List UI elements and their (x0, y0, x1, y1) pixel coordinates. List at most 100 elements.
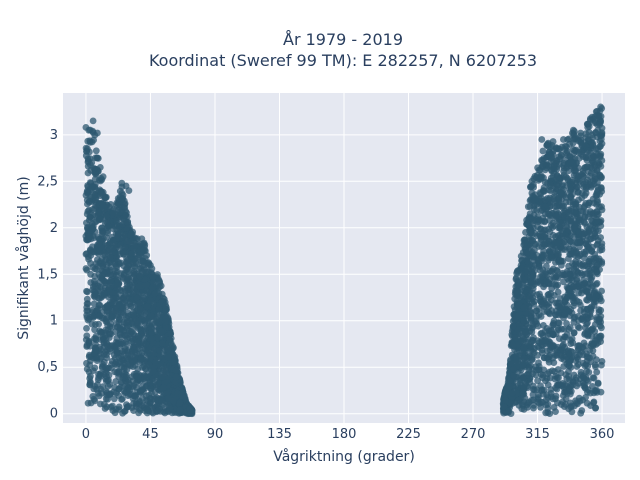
data-point (588, 217, 595, 225)
data-point (84, 169, 92, 177)
data-point (590, 265, 598, 273)
data-point (544, 381, 552, 389)
data-point (118, 189, 126, 197)
data-point (158, 340, 166, 347)
data-point (123, 354, 131, 362)
data-point (167, 330, 175, 337)
data-point (176, 399, 184, 407)
data-point (566, 238, 574, 246)
data-point (547, 174, 555, 182)
data-point (144, 407, 152, 414)
data-point (570, 233, 578, 241)
data-point (535, 216, 543, 224)
data-point (542, 270, 549, 278)
x-tick-label: 270 (461, 427, 486, 442)
data-point (578, 141, 586, 149)
data-point (97, 372, 104, 380)
data-point (555, 319, 563, 327)
data-point (152, 358, 159, 366)
data-point (595, 112, 603, 120)
data-point (103, 369, 110, 377)
data-point (518, 256, 526, 264)
data-point (162, 302, 170, 309)
data-point (86, 351, 93, 359)
data-point (91, 347, 99, 355)
data-point (547, 187, 554, 195)
data-point (539, 147, 547, 155)
data-point (524, 219, 531, 227)
data-point (143, 303, 151, 310)
data-point (577, 375, 584, 383)
data-point (86, 381, 94, 389)
data-point (567, 158, 575, 166)
data-point (133, 294, 141, 302)
data-point (97, 400, 104, 408)
data-point (595, 306, 603, 314)
data-point (588, 248, 596, 256)
data-point (136, 272, 144, 280)
data-point (108, 364, 115, 372)
data-point (123, 366, 131, 373)
data-point (124, 379, 132, 386)
data-point (89, 225, 97, 233)
data-point (537, 403, 544, 411)
data-point (151, 290, 159, 297)
data-point (91, 364, 99, 372)
data-point (573, 183, 581, 191)
data-point (94, 129, 101, 137)
data-point (593, 190, 601, 198)
data-point (153, 334, 161, 342)
data-point (581, 381, 588, 388)
data-point (120, 299, 128, 307)
data-point (511, 290, 519, 298)
data-point (141, 309, 149, 317)
data-point (520, 317, 528, 324)
data-point (111, 267, 119, 275)
data-point (594, 240, 602, 248)
data-point (529, 382, 537, 390)
data-point (121, 244, 129, 251)
data-point (578, 207, 585, 215)
data-point (569, 198, 577, 206)
data-point (130, 311, 137, 319)
data-point (580, 339, 588, 347)
data-point (153, 315, 161, 323)
data-point (96, 215, 103, 223)
data-point (537, 237, 545, 245)
data-point (557, 189, 565, 197)
data-point (112, 347, 120, 355)
data-point (98, 230, 106, 238)
data-point (520, 241, 528, 249)
data-point (142, 281, 150, 289)
data-point (558, 246, 566, 253)
data-point (518, 400, 526, 408)
data-point (545, 162, 552, 170)
data-point (145, 361, 153, 369)
data-point (511, 316, 519, 324)
data-point (112, 378, 120, 385)
data-point (86, 138, 94, 146)
data-point (597, 222, 605, 230)
data-point (568, 335, 576, 342)
data-point (569, 176, 576, 184)
data-point (176, 406, 184, 413)
data-point (158, 373, 166, 381)
data-point (598, 157, 606, 164)
data-point (132, 392, 140, 399)
data-point (135, 409, 143, 417)
data-point (101, 278, 109, 285)
data-point (96, 164, 104, 171)
data-point (133, 384, 140, 391)
data-point (566, 376, 573, 383)
data-point (554, 399, 561, 407)
data-point (136, 251, 144, 259)
data-point (166, 336, 174, 343)
data-point (539, 301, 546, 309)
data-point (98, 200, 106, 208)
data-point (137, 355, 145, 363)
y-axis-title: Signifikant våghöjd (m) (15, 176, 32, 339)
data-point (502, 388, 510, 396)
data-point (585, 258, 592, 266)
data-point (554, 288, 562, 296)
data-point (136, 398, 143, 406)
